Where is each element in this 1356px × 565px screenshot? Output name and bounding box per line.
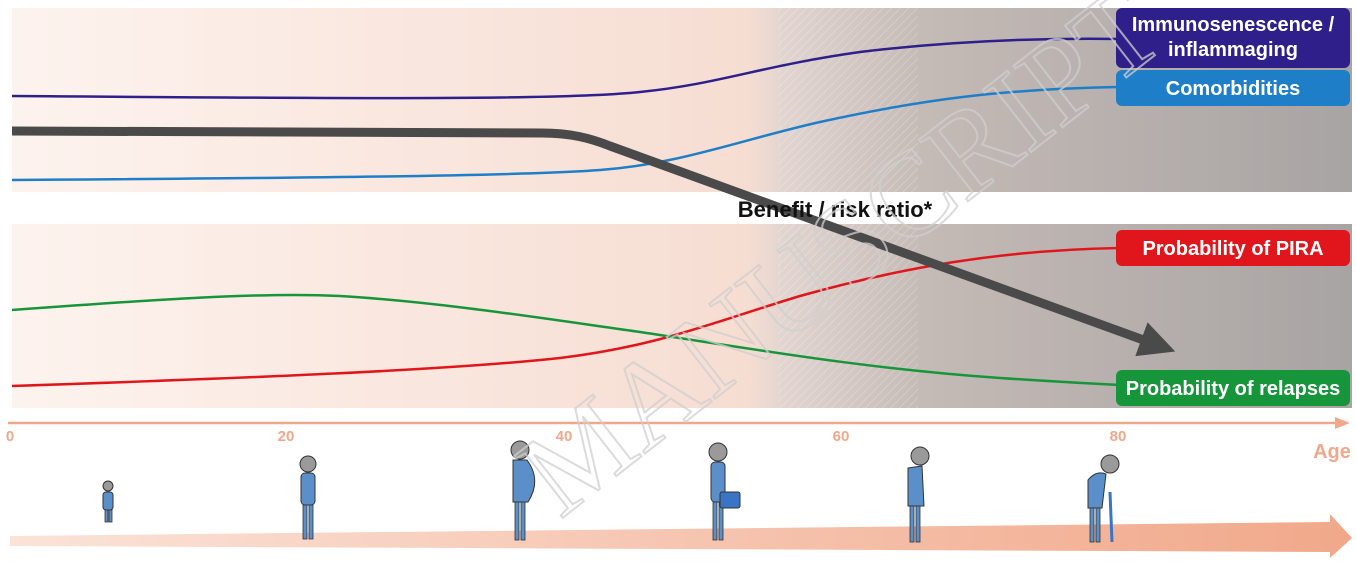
briefcase-icon [719,491,741,509]
immunosenescence-curve [11,37,1121,100]
figure-elderly-cane [1087,454,1120,543]
label-relapses: Probability of relapses [1116,370,1350,406]
pira-curve [11,246,1121,388]
label-immunosenescence-line2: inflammaging [1168,39,1298,61]
top-panel-hatch [778,8,918,192]
tick-40: 40 [556,428,573,445]
figure-adult-briefcase [708,442,741,541]
tick-0: 0 [6,428,14,445]
label-immunosenescence: Immunosenescence / inflammaging [1116,8,1350,68]
label-comorbidities-text: Comorbidities [1166,78,1300,100]
label-pira-text: Probability of PIRA [1142,238,1323,260]
timeline-arrow [10,514,1352,558]
figure-older-adult [907,446,930,543]
figure-pregnant-adult [510,440,536,541]
figure-child [102,480,114,523]
cane-icon [1108,491,1114,543]
bottom-panel-hatch [778,224,918,408]
relapses-curve [11,293,1121,387]
age-axis-label: Age [1313,441,1351,463]
label-pira: Probability of PIRA [1116,230,1350,266]
benefit-risk-arrow [11,126,1176,357]
tick-80: 80 [1110,428,1127,445]
label-comorbidities: Comorbidities [1116,70,1350,106]
tick-20: 20 [278,428,295,445]
label-relapses-text: Probability of relapses [1126,378,1341,400]
figure-young-adult [299,455,317,540]
benefit-risk-label: Benefit / risk ratio* [738,197,933,222]
label-immunosenescence-line1: Immunosenescence / [1132,14,1335,36]
tick-60: 60 [833,428,850,445]
age-axis: 0 20 40 60 80 Age [6,417,1351,463]
